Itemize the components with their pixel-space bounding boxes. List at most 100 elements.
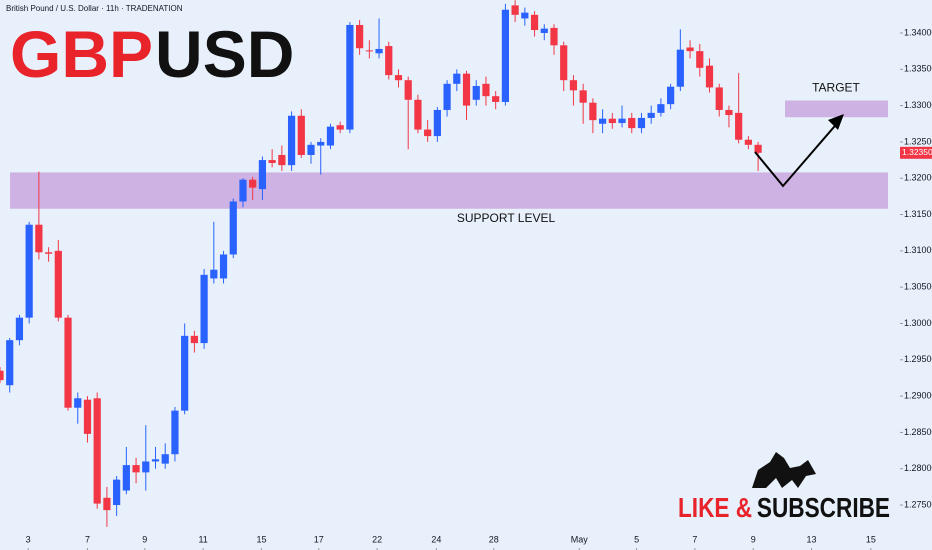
candle-body xyxy=(424,129,432,137)
candle-body xyxy=(74,398,82,408)
x-tick-label: 28 xyxy=(489,534,499,544)
candle-body xyxy=(15,317,24,341)
candle-body xyxy=(93,398,101,504)
y-tick-label: 1.32500 xyxy=(904,136,932,146)
x-tick-label: 3 xyxy=(26,534,31,544)
y-tick-label: 1.30500 xyxy=(904,282,932,292)
candle-body xyxy=(394,75,403,81)
candle-body xyxy=(278,154,286,166)
x-tick-label: 22 xyxy=(372,534,382,544)
last-price-tag xyxy=(900,146,932,159)
candle-body xyxy=(754,144,762,153)
candle-body xyxy=(190,335,198,344)
y-tick-label: 1.30000 xyxy=(904,318,932,328)
candle-body xyxy=(385,46,393,76)
candle-body xyxy=(637,117,646,129)
candle-body xyxy=(705,65,714,88)
x-tick-label: 9 xyxy=(142,534,147,544)
y-tick-label: 1.33500 xyxy=(904,64,932,74)
candle-body xyxy=(44,252,53,254)
candle-body xyxy=(482,83,490,97)
y-tick-label: 1.34000 xyxy=(904,27,932,37)
arrow xyxy=(754,119,841,188)
candle-body xyxy=(676,49,684,87)
y-tick-label: 1.33000 xyxy=(904,100,932,110)
arrow-head xyxy=(828,114,844,130)
candle-body xyxy=(375,48,383,54)
x-tick-label: 7 xyxy=(692,534,697,544)
chart-title: GBPUSD xyxy=(10,17,294,91)
x-tick-label: 9 xyxy=(751,534,756,544)
x-tick-label: 17 xyxy=(314,534,324,544)
y-tick-label: 1.29000 xyxy=(904,390,932,400)
candle-body xyxy=(462,73,471,106)
x-tick-label: May xyxy=(571,534,589,544)
candle-body xyxy=(404,80,412,100)
candle-body xyxy=(142,461,150,473)
x-tick-label: 11 xyxy=(198,534,207,544)
candle-body xyxy=(122,465,130,491)
candle-body xyxy=(579,90,587,103)
y-tick-label: 1.28500 xyxy=(904,427,932,437)
candle-body xyxy=(560,45,568,81)
x-tick-label: 5 xyxy=(634,534,639,544)
candle-body xyxy=(744,139,752,145)
candle-body xyxy=(239,179,247,202)
candle-body xyxy=(569,80,578,91)
candle-body xyxy=(0,370,4,381)
candle-body xyxy=(472,85,480,100)
zone-label: TARGET xyxy=(812,81,860,95)
candle-body xyxy=(249,179,257,188)
candle-body xyxy=(25,224,33,318)
candle-body xyxy=(181,335,189,411)
candle-body xyxy=(443,83,451,110)
candle-body xyxy=(287,115,296,166)
candle-body xyxy=(113,479,121,506)
candle-body xyxy=(200,274,208,344)
bull-bear-icon xyxy=(752,452,816,488)
title-part: USD xyxy=(155,17,294,91)
candle-body xyxy=(171,410,179,455)
y-tick-label: 1.31000 xyxy=(904,245,932,255)
x-tick-label: 15 xyxy=(866,534,876,544)
candle-body xyxy=(346,24,354,130)
candle-body xyxy=(521,12,529,19)
y-tick-label: 1.32000 xyxy=(904,173,932,183)
candle-body xyxy=(735,112,743,140)
y-tick-label: 1.27500 xyxy=(904,499,932,509)
zone xyxy=(10,172,888,209)
candle-body xyxy=(336,125,344,130)
candle-body xyxy=(132,465,140,473)
candle-body xyxy=(297,115,305,155)
candle-body xyxy=(530,14,539,31)
candle-body xyxy=(608,118,616,124)
candle-body xyxy=(365,50,373,52)
candle-body xyxy=(317,141,325,146)
candle-body xyxy=(501,9,509,102)
candle-body xyxy=(589,102,597,121)
y-tick-label: 1.28000 xyxy=(904,463,932,473)
candle-body xyxy=(628,117,636,129)
candle-body xyxy=(356,24,364,49)
cta-part: LIKE & xyxy=(678,492,752,523)
candle-body xyxy=(268,160,276,163)
candle-body xyxy=(326,126,335,146)
candle-body xyxy=(492,96,500,102)
y-tick-label: 1.29500 xyxy=(904,354,932,364)
candle-body xyxy=(725,109,733,116)
candle-body xyxy=(64,317,72,408)
chart-header: British Pound / U.S. Dollar · 11h · TRAD… xyxy=(6,4,183,13)
candle-body xyxy=(414,99,422,130)
candle-body xyxy=(219,254,228,279)
x-tick-label: 7 xyxy=(85,534,90,544)
candle-body xyxy=(258,160,267,190)
candle-body xyxy=(540,28,548,33)
candle-body xyxy=(210,269,218,279)
zone xyxy=(785,100,888,118)
candle-body xyxy=(647,112,655,118)
x-tick-label: 13 xyxy=(807,534,817,544)
cta-part: SUBSCRIBE xyxy=(757,492,890,523)
candle-body xyxy=(618,118,626,124)
x-tick-label: 24 xyxy=(431,534,441,544)
